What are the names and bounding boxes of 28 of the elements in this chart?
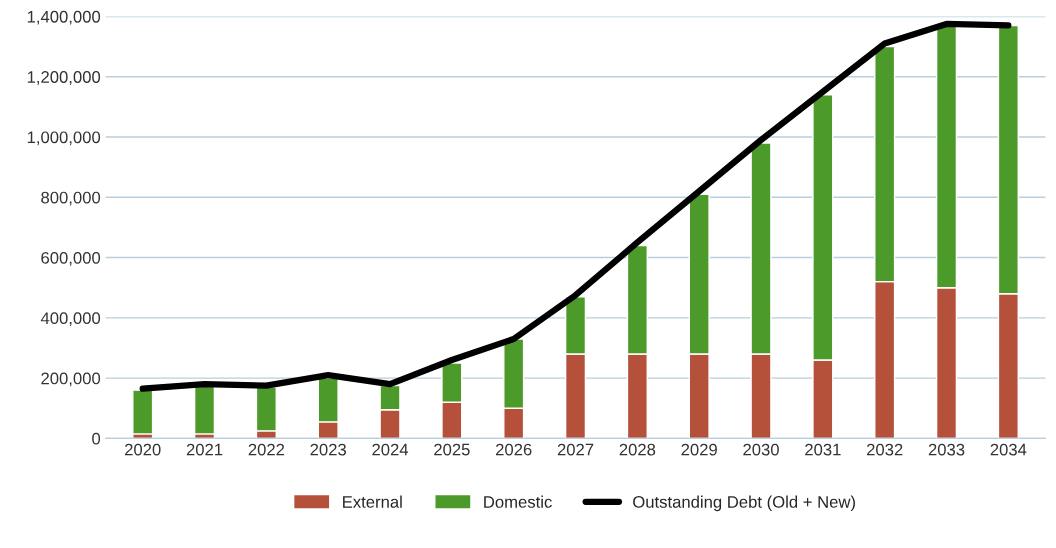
x-tick-label: 2028 (619, 443, 656, 456)
x-tick-label: 2025 (434, 443, 470, 456)
x-tick-label: 2022 (248, 443, 285, 456)
x-tick-label: 2026 (495, 443, 532, 456)
x-tick-label: 2027 (557, 443, 594, 456)
x-tick-label: 2031 (805, 443, 841, 456)
legend-label: Domestic (484, 495, 552, 508)
x-tick-label: 2020 (125, 443, 161, 456)
x-tick-label: 2034 (990, 443, 1027, 456)
y-tick-label: 1,400,000 (27, 10, 101, 25)
y-tick-label: 1,200,000 (27, 71, 101, 85)
x-tick-label: 2023 (310, 443, 346, 456)
bar (193, 384, 216, 435)
x-tick-label: 2030 (743, 443, 779, 456)
x-tick-label: 2033 (928, 443, 965, 456)
y-tick-label: 1,000,000 (27, 131, 101, 146)
y-tick-label: 400,000 (40, 312, 101, 327)
y-tick-label: 600,000 (41, 251, 101, 266)
x-tick-label: 2024 (372, 443, 409, 456)
legend-label: Outstanding Debt (Old + New) (633, 495, 855, 512)
y-tick-label: 0 (92, 432, 101, 445)
x-tick-label: 2021 (186, 443, 223, 456)
y-tick-label: 800,000 (41, 191, 101, 206)
legend-label: External (343, 495, 402, 508)
y-tick-label: 200,000 (41, 372, 101, 387)
x-tick-label: 2032 (866, 443, 903, 456)
bar (132, 389, 154, 435)
x-tick-label: 2029 (681, 443, 717, 456)
